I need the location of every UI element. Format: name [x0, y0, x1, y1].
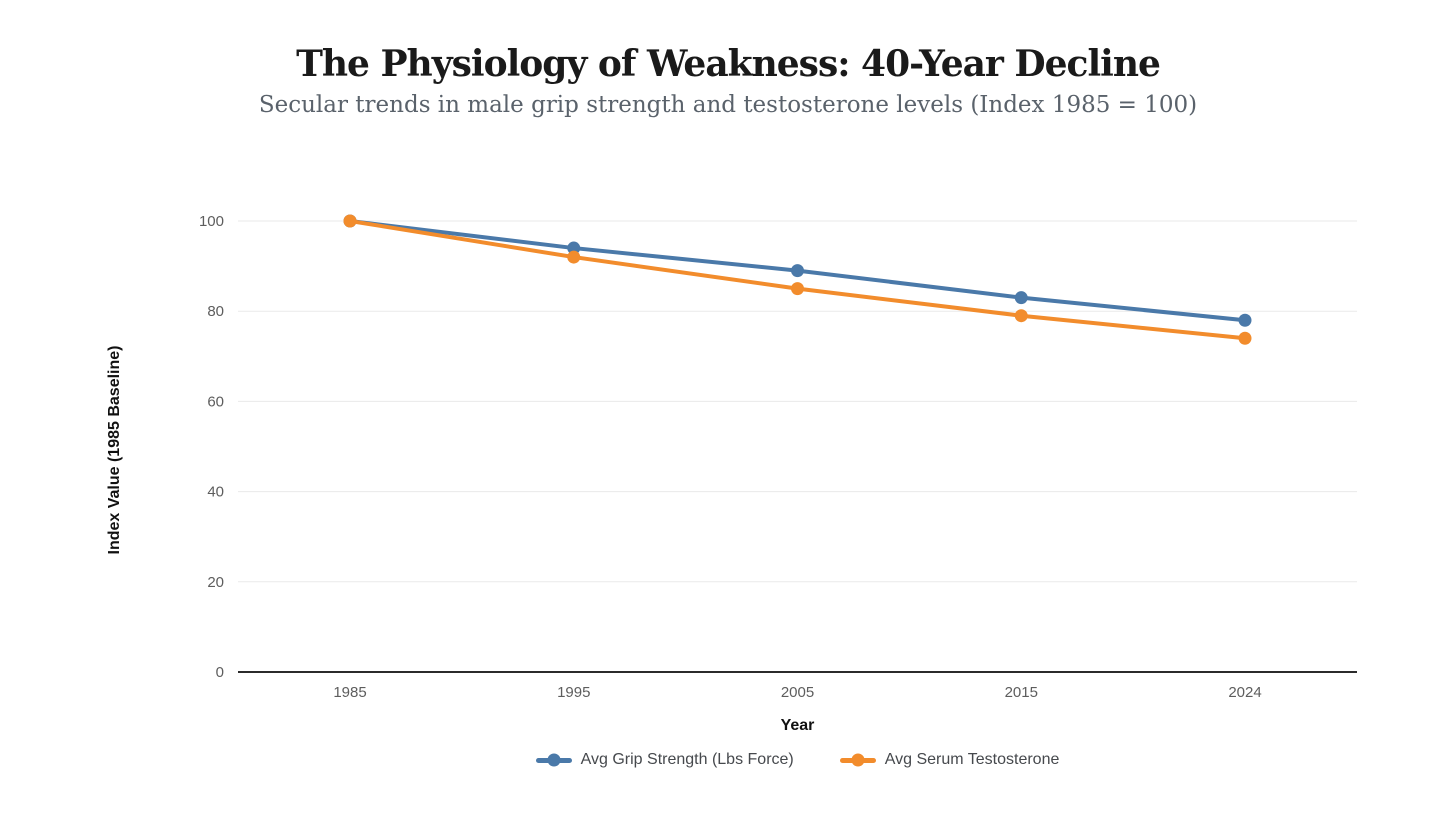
- legend-dot-icon: [547, 753, 561, 767]
- legend-item-grip-strength: Avg Grip Strength (Lbs Force): [535, 751, 794, 769]
- legend-label: Avg Serum Testosterone: [884, 751, 1060, 768]
- y-tick-labels: 0 20 40 60 80 100: [199, 213, 224, 681]
- x-tick-label: 2024: [1228, 684, 1261, 701]
- chart-subtitle: Secular trends in male grip strength and…: [258, 92, 1198, 119]
- y-tick-label: 80: [207, 303, 224, 320]
- data-point-testosterone-1995: [567, 250, 581, 264]
- data-point-testosterone-2015: [1014, 309, 1028, 323]
- x-tick-label: 2005: [781, 684, 814, 701]
- data-point-grip-strength-2015: [1014, 291, 1028, 305]
- legend-item-testosterone: Avg Serum Testosterone: [839, 751, 1060, 769]
- x-tick-label: 2015: [1005, 684, 1038, 701]
- x-tick-label: 1995: [557, 684, 590, 701]
- legend-line-marker-icon: [839, 753, 876, 767]
- data-point-grip-strength-1995: [567, 241, 581, 255]
- legend-line-marker-icon: [535, 753, 572, 767]
- data-point-grip-strength-2005: [791, 264, 804, 278]
- y-tick-label: 20: [207, 574, 224, 591]
- legend-label: Avg Grip Strength (Lbs Force): [580, 751, 794, 768]
- data-point-testosterone-1985: [343, 214, 357, 228]
- x-tick-label: 1985: [333, 684, 366, 701]
- chart-header: The Physiology of Weakness: 40-Year Decl…: [0, 43, 1456, 119]
- y-tick-label: 60: [207, 393, 224, 410]
- legend-dot-icon: [851, 753, 865, 767]
- x-axis-title: Year: [780, 717, 815, 734]
- line-chart-canvas: 0 20 40 60 80 100 1985 1995 2005 2015 2024: [199, 213, 1357, 701]
- x-tick-labels: 1985 1995 2005 2015 2024: [333, 684, 1261, 701]
- y-tick-label: 100: [199, 213, 224, 230]
- y-tick-label: 0: [216, 664, 224, 681]
- data-point-testosterone-2024: [1238, 331, 1252, 345]
- series-testosterone: [343, 214, 1252, 345]
- chart-legend: Avg Grip Strength (Lbs Force) Avg Serum …: [238, 751, 1357, 769]
- y-tick-label: 40: [207, 484, 224, 501]
- series-grip-strength: [343, 214, 1252, 327]
- chart-title: The Physiology of Weakness: 40-Year Decl…: [296, 43, 1161, 85]
- data-point-testosterone-2005: [791, 282, 804, 296]
- data-point-grip-strength-2024: [1238, 313, 1252, 327]
